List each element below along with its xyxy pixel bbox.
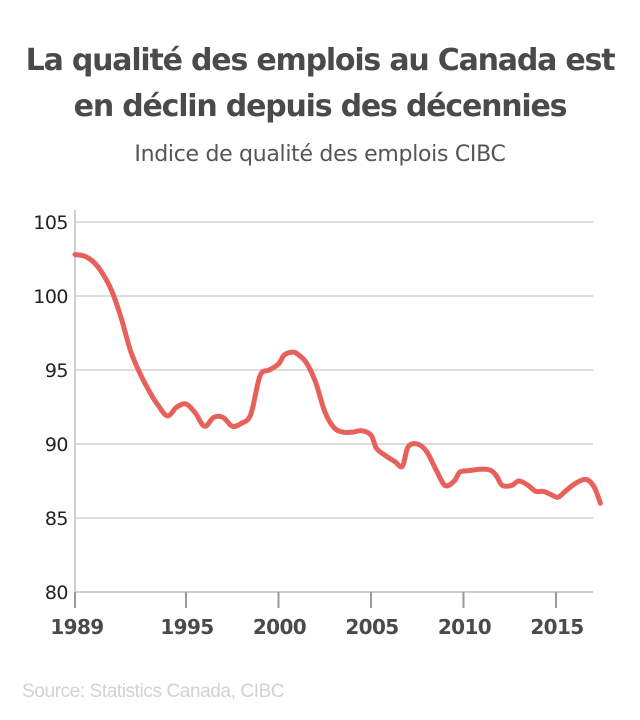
tick-labels: 105 100 95 90 85 80 1989 1995 2000 2005 2010 2015 <box>33 212 584 639</box>
y-tick-label-100: 100 <box>33 286 68 308</box>
y-tick-label-85: 85 <box>45 508 68 530</box>
x-tick-label-2015: 2015 <box>530 615 583 639</box>
y-tick-label-95: 95 <box>45 360 68 382</box>
grid-lines <box>75 221 593 519</box>
chart-title-line-1: La qualité des emplois au Canada est <box>25 43 616 78</box>
source-note: Source: Statistics Canada, CIBC <box>22 681 285 702</box>
y-tick-label-80: 80 <box>45 582 68 604</box>
x-tick-label-2000: 2000 <box>253 615 306 639</box>
axes <box>74 210 593 608</box>
y-tick-label-90: 90 <box>45 434 68 456</box>
x-tick-label-1989: 1989 <box>50 615 103 639</box>
series-line-0 <box>72 252 603 506</box>
x-tick-label-1995: 1995 <box>160 615 213 639</box>
chart-title-line-2: en déclin depuis des décennies <box>73 89 568 124</box>
chart-title: La qualité des emplois au Canada est en … <box>0 38 640 130</box>
y-tick-label-105: 105 <box>33 212 68 234</box>
x-tick-label-2010: 2010 <box>438 615 491 639</box>
x-tick-label-2005: 2005 <box>345 615 398 639</box>
chart-subtitle: Indice de qualité des emplois CIBC <box>134 142 506 167</box>
series <box>72 252 603 506</box>
